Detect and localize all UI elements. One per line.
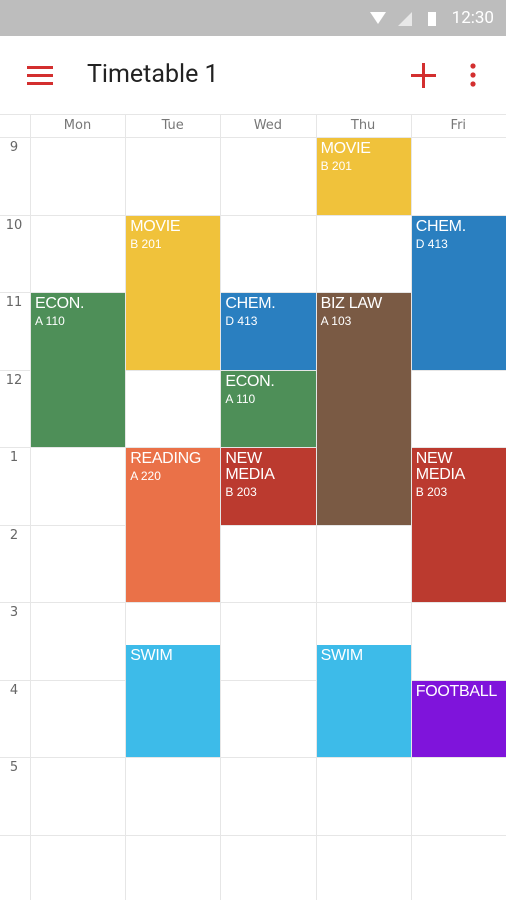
event-room: A 220 — [130, 469, 161, 483]
event-title: MOVIE — [320, 140, 371, 157]
event-room: D 413 — [415, 236, 448, 251]
event-block[interactable]: SWIM — [126, 644, 221, 757]
hour-line — [0, 137, 506, 138]
hour-label: 12 — [5, 372, 23, 388]
event-title: ECON. — [35, 295, 85, 312]
event-room: B 203 — [415, 485, 448, 499]
hour-label: 4 — [9, 682, 19, 698]
app-title: Timetable 1 — [87, 60, 219, 89]
app-bar: Timetable 1 — [0, 36, 506, 115]
hour-label: 5 — [9, 760, 19, 775]
hour-line — [0, 369, 506, 371]
column-line — [220, 114, 222, 900]
event-title: NEW MEDIA — [415, 450, 465, 483]
hour-label: 9 — [9, 140, 19, 155]
event-block[interactable]: ECON. A 110 — [31, 293, 126, 447]
timetable-grid: Mon Tue Wed Thu Fri 9 10 11 12 1 2 3 4 5 MOVIE B 201 MOV… — [0, 114, 506, 900]
event-block[interactable]: ECON. A 110 — [221, 370, 316, 447]
event-room: A 103 — [320, 314, 352, 328]
hour-line — [0, 757, 506, 758]
hour-line — [0, 602, 506, 603]
hour-line — [0, 447, 506, 448]
hour-label: 2 — [9, 527, 19, 543]
event-block[interactable]: CHEM. D 413 — [411, 215, 506, 370]
column-line — [315, 114, 317, 900]
event-room: A 110 — [35, 314, 65, 328]
event-room: D 413 — [225, 314, 258, 328]
event-room: B 201 — [320, 159, 352, 173]
event-room: A 110 — [225, 391, 256, 406]
event-block[interactable]: MOVIE B 201 — [126, 215, 221, 370]
menu-button[interactable] — [27, 65, 57, 87]
status-icons — [370, 12, 436, 26]
hour-label: 1 — [9, 450, 19, 465]
day-label: Fri — [450, 118, 467, 133]
event-block[interactable]: FOOTBALL — [411, 680, 506, 757]
event-title: NEW MEDIA — [225, 450, 275, 483]
event-title: CHEM. — [415, 217, 466, 235]
day-label: Wed — [253, 118, 283, 133]
event-title: CHEM. — [225, 295, 276, 312]
event-block[interactable]: READING A 220 — [126, 448, 221, 602]
event-block[interactable]: NEW MEDIA B 203 — [411, 448, 506, 602]
event-room: B 203 — [225, 485, 257, 499]
event-room: B 201 — [130, 236, 162, 251]
column-line — [410, 114, 412, 900]
event-block[interactable]: CHEM. D 413 — [221, 293, 316, 370]
header-divider — [0, 114, 506, 115]
hour-line — [0, 834, 506, 836]
add-button[interactable] — [411, 63, 437, 89]
more-button[interactable] — [469, 63, 477, 89]
event-title: SWIM — [130, 646, 173, 664]
event-block[interactable]: NEW MEDIA B 203 — [221, 448, 316, 525]
column-line — [30, 114, 31, 900]
event-title: ECON. — [225, 372, 275, 390]
event-block[interactable]: MOVIE B 201 — [316, 138, 411, 215]
hour-line — [0, 679, 506, 681]
status-bar: 12:30 — [0, 0, 506, 36]
event-title: MOVIE — [130, 217, 181, 235]
day-label: Thu — [350, 118, 376, 133]
event-title: READING — [130, 450, 201, 467]
hour-label: 11 — [5, 295, 23, 310]
day-label: Tue — [161, 118, 184, 133]
hour-line — [0, 524, 506, 526]
clock: 12:30 — [451, 8, 494, 28]
day-label: Mon — [63, 118, 92, 133]
hour-label: 10 — [5, 217, 23, 233]
hour-line — [0, 214, 506, 216]
event-block[interactable]: BIZ LAW A 103 — [316, 293, 411, 525]
column-line — [125, 114, 127, 900]
event-block[interactable]: SWIM — [316, 644, 411, 757]
event-title: BIZ LAW — [320, 295, 383, 312]
event-title: SWIM — [320, 646, 364, 664]
hour-line — [0, 292, 506, 293]
event-title: FOOTBALL — [415, 682, 497, 700]
hour-label: 3 — [9, 605, 19, 620]
